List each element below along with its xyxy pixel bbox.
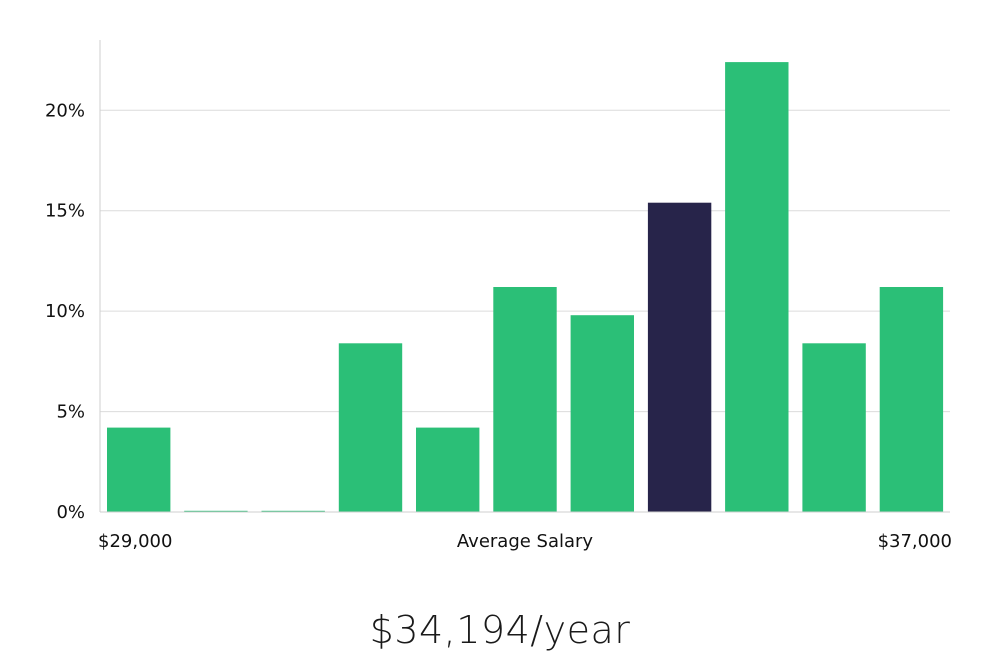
bar <box>879 287 944 512</box>
y-tick-label: 20% <box>45 100 85 121</box>
average-salary-headline: $34,194/year <box>369 608 631 652</box>
y-tick-label: 5% <box>56 402 85 423</box>
salary-histogram: 0% 5% 10% 15% 20% $29,000 Average Salary $37… <box>45 40 952 552</box>
y-tick-label: 10% <box>45 301 85 322</box>
x-max-label: $37,000 <box>878 531 952 552</box>
bar <box>493 287 557 512</box>
bar <box>184 510 248 512</box>
bar <box>570 315 634 512</box>
bars <box>107 62 944 512</box>
bar <box>725 62 789 512</box>
bar <box>416 427 480 512</box>
y-axis-ticks: 0% 5% 10% 15% 20% <box>45 100 85 523</box>
bar <box>261 510 325 512</box>
x-min-label: $29,000 <box>98 531 172 552</box>
x-axis-title: Average Salary <box>457 531 594 552</box>
y-tick-label: 0% <box>56 502 85 523</box>
bar <box>802 343 866 512</box>
bar <box>338 343 403 512</box>
y-tick-label: 15% <box>45 201 85 222</box>
bar-highlighted <box>647 202 712 512</box>
bar <box>107 427 171 512</box>
